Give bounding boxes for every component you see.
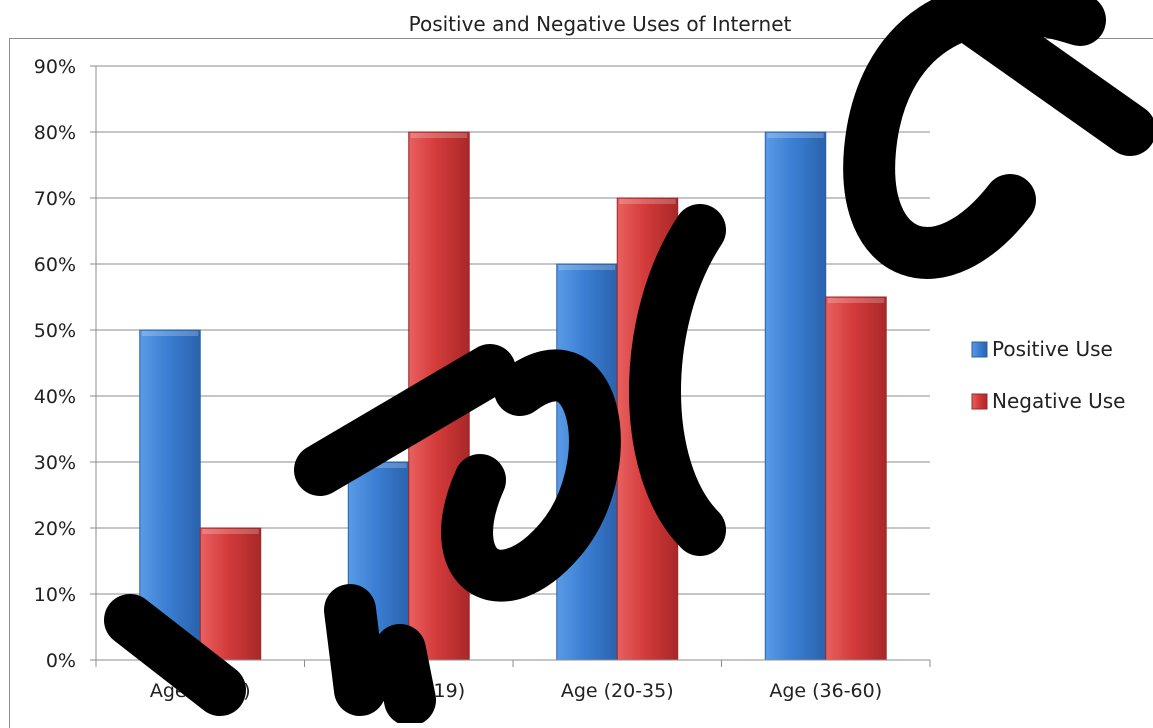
bar-negative-use bbox=[616, 197, 679, 661]
legend-label: Positive Use bbox=[992, 337, 1113, 361]
bar-negative-use bbox=[199, 527, 262, 661]
y-tick-label: 70% bbox=[34, 188, 76, 210]
legend-swatch bbox=[971, 393, 988, 410]
bar-highlight bbox=[767, 133, 824, 138]
y-tick-label: 40% bbox=[34, 386, 76, 408]
y-tick-label: 50% bbox=[34, 320, 76, 342]
y-tick-label: 30% bbox=[34, 452, 76, 474]
y-tick-label: 80% bbox=[34, 122, 76, 144]
bar-highlight bbox=[350, 463, 407, 468]
y-tick-label: 90% bbox=[34, 56, 76, 78]
chart-title: Positive and Negative Uses of Internet bbox=[408, 12, 792, 36]
x-tick-label: Age (20-35) bbox=[561, 680, 674, 702]
legend-label: Negative Use bbox=[992, 389, 1125, 413]
y-tick-label: 10% bbox=[34, 584, 76, 606]
legend-swatch bbox=[971, 341, 988, 358]
x-tick-label: Age (36-60) bbox=[769, 680, 882, 702]
y-tick-label: 60% bbox=[34, 254, 76, 276]
bar-highlight bbox=[141, 331, 199, 336]
x-tick-label: Age (13-19) bbox=[352, 680, 465, 702]
bar-positive-use bbox=[556, 263, 618, 661]
bar-positive-use bbox=[139, 329, 201, 661]
x-tick-label: Age (3-12) bbox=[150, 680, 251, 702]
bar-positive-use bbox=[347, 461, 410, 661]
chart-frame bbox=[9, 38, 1153, 728]
bar-highlight bbox=[410, 133, 468, 138]
bar-highlight bbox=[827, 298, 885, 303]
y-tick-label: 20% bbox=[34, 518, 76, 540]
bar-highlight bbox=[202, 529, 259, 534]
y-tick-label: 0% bbox=[46, 650, 76, 672]
bar-negative-use bbox=[408, 131, 470, 661]
bar-positive-use bbox=[764, 131, 827, 661]
bar-highlight bbox=[558, 265, 616, 270]
bar-negative-use bbox=[825, 296, 887, 661]
bar-highlight bbox=[619, 199, 676, 204]
